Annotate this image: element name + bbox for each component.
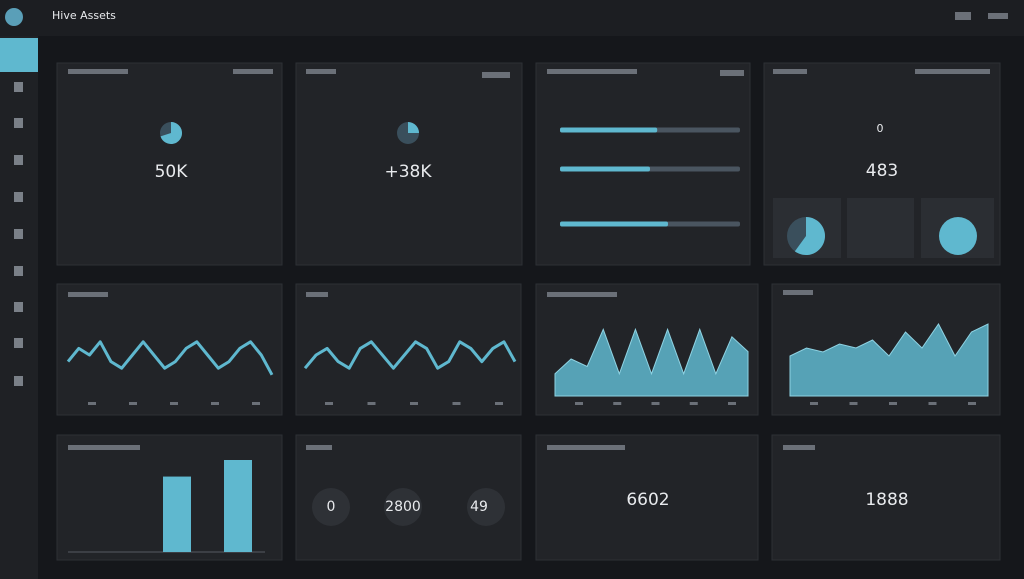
x-label <box>325 402 333 405</box>
x-label <box>810 402 818 405</box>
x-label <box>849 402 858 405</box>
area <box>554 327 749 397</box>
gauge-value: 49 <box>470 499 488 515</box>
gauge-ring <box>312 488 350 526</box>
line <box>303 340 517 370</box>
pie-slice <box>408 122 419 133</box>
bar <box>224 460 252 552</box>
progress-fill <box>560 166 650 172</box>
pie-slice <box>794 217 825 255</box>
top-bar <box>0 0 1024 36</box>
summary-badge: 0 <box>877 122 884 135</box>
x-label <box>129 402 137 405</box>
card-labels <box>68 69 990 450</box>
top-icon[interactable] <box>955 12 971 20</box>
x-label <box>928 402 937 405</box>
kpi-value: +38K <box>384 162 432 182</box>
gauge-value: 2800 <box>385 499 421 515</box>
x-label <box>689 402 698 405</box>
x-label <box>968 402 976 405</box>
logo[interactable] <box>5 8 23 26</box>
x-label <box>170 402 178 405</box>
x-label <box>410 402 418 405</box>
sidebar-icons <box>14 82 23 386</box>
x-label <box>651 402 660 405</box>
top-link[interactable] <box>988 13 1008 19</box>
x-label <box>367 402 376 405</box>
x-label <box>252 402 260 405</box>
stat-value: 6602 <box>626 490 669 510</box>
stat-value: 1888 <box>865 490 908 510</box>
line <box>66 340 274 376</box>
x-label <box>889 402 897 405</box>
area <box>789 323 989 397</box>
pie-slice <box>160 122 183 144</box>
gauge-ring <box>384 488 422 526</box>
gauge-ring <box>467 488 505 526</box>
x-label <box>88 402 96 405</box>
cards <box>56 62 1001 561</box>
kpi-value: 50K <box>155 162 189 182</box>
progress-fill <box>560 221 668 227</box>
x-label <box>575 402 583 405</box>
app-title: Hive Assets <box>52 9 116 22</box>
gauge-value: 0 <box>327 499 336 515</box>
x-label <box>728 402 736 405</box>
x-label <box>452 402 461 405</box>
summary-value: 483 <box>866 161 898 181</box>
bar <box>163 476 191 552</box>
x-label <box>211 402 219 405</box>
sidebar-active[interactable] <box>0 38 38 72</box>
progress-fill <box>560 127 658 133</box>
x-label <box>613 402 622 405</box>
x-label <box>495 402 503 405</box>
